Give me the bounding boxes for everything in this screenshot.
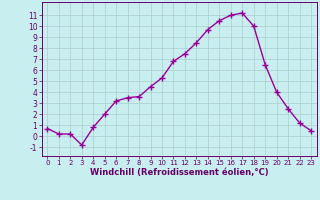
X-axis label: Windchill (Refroidissement éolien,°C): Windchill (Refroidissement éolien,°C) — [90, 168, 268, 177]
